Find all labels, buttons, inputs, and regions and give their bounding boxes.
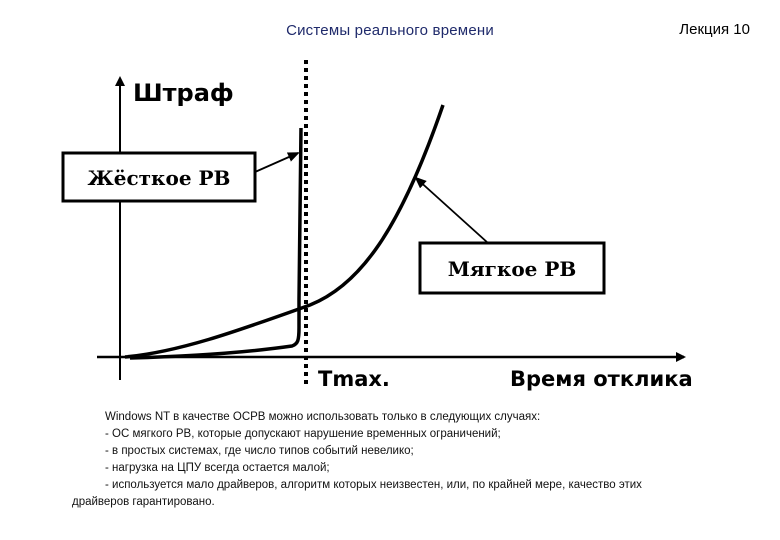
- tmax-label: Tmax.: [318, 367, 390, 391]
- x-axis-label: Время отклика: [510, 367, 693, 391]
- hard-rt-pointer: [254, 152, 300, 173]
- list-item: - в простых системах, где число типов со…: [105, 445, 414, 457]
- soft-rt-label: Мягкое РВ: [448, 257, 577, 281]
- slide-title: Системы реального времени: [286, 22, 494, 39]
- hard-rt-label: Жёсткое РВ: [88, 166, 231, 190]
- list-item: - используется мало драйверов, алгоритм …: [105, 479, 642, 491]
- lecture-number: Лекция 10: [679, 21, 750, 38]
- soft-rt-box: [418, 241, 606, 295]
- list-item: - нагрузка на ЦПУ всегда остается малой;: [105, 462, 330, 474]
- intro-line: Windows NT в качестве ОСРВ можно использ…: [105, 411, 541, 423]
- y-axis-label: Штраф: [133, 79, 234, 107]
- continuation-line: драйверов гарантировано.: [72, 496, 215, 508]
- hard-rt-box: [61, 151, 257, 203]
- soft-rt-pointer: [414, 176, 489, 244]
- soft-rt-curve: [124, 104, 445, 359]
- hard-rt-curve: [129, 127, 303, 360]
- response-penalty-diagram: Жёсткое РВ Мягкое РВ Штраф Tmax. Время о…: [61, 60, 693, 391]
- body-text: Windows NT в качестве ОСРВ можно использ…: [72, 409, 762, 511]
- list-item: - ОС мягкого РВ, которые допускают наруш…: [105, 428, 501, 440]
